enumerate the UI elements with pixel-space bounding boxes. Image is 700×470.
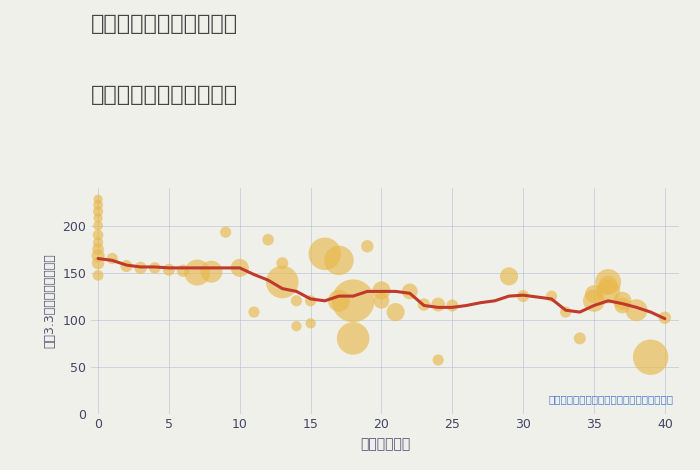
Point: [589, 290, 600, 298]
Point: [178, 267, 189, 274]
Point: [503, 273, 514, 280]
Point: [517, 292, 528, 300]
Point: [92, 222, 104, 229]
Point: [92, 201, 104, 209]
Point: [305, 297, 316, 305]
Point: [589, 297, 600, 305]
Point: [376, 297, 387, 305]
Point: [92, 259, 104, 267]
Point: [262, 236, 274, 243]
Point: [92, 214, 104, 222]
Point: [121, 262, 132, 270]
Point: [560, 308, 571, 316]
Point: [433, 301, 444, 308]
Point: [617, 302, 628, 309]
Point: [376, 287, 387, 294]
Point: [574, 335, 585, 342]
Point: [617, 297, 628, 305]
Point: [92, 231, 104, 239]
Point: [390, 308, 401, 316]
Point: [305, 320, 316, 327]
Text: 兵庫県西宮市上甲東園の: 兵庫県西宮市上甲東園の: [91, 14, 238, 34]
Point: [419, 301, 430, 308]
Point: [206, 268, 217, 275]
Point: [92, 252, 104, 259]
Point: [362, 243, 373, 250]
Point: [276, 278, 288, 286]
Point: [333, 297, 344, 305]
Text: 円の大きさは、取引のあった物件面積を示す: 円の大きさは、取引のあった物件面積を示す: [548, 395, 673, 405]
Point: [248, 308, 260, 316]
Point: [135, 264, 146, 272]
Point: [92, 239, 104, 246]
Point: [92, 196, 104, 203]
Point: [163, 266, 174, 274]
Point: [92, 208, 104, 215]
Point: [220, 228, 231, 236]
Point: [433, 356, 444, 364]
Point: [603, 288, 614, 295]
Point: [645, 353, 657, 361]
Point: [404, 288, 415, 295]
Point: [603, 278, 614, 286]
Point: [290, 322, 302, 330]
Point: [447, 302, 458, 309]
Point: [192, 269, 203, 276]
Point: [149, 264, 160, 272]
Point: [347, 297, 358, 305]
Point: [333, 257, 344, 264]
Point: [603, 281, 614, 289]
Point: [290, 297, 302, 305]
Y-axis label: 坪（3.3㎡）単価（万円）: 坪（3.3㎡）単価（万円）: [43, 253, 57, 348]
Point: [106, 255, 118, 262]
Text: 築年数別中古戸建て価格: 築年数別中古戸建て価格: [91, 85, 238, 105]
Point: [92, 245, 104, 253]
Point: [631, 306, 642, 314]
Point: [92, 272, 104, 279]
Point: [319, 250, 330, 258]
X-axis label: 築年数（年）: 築年数（年）: [360, 437, 410, 451]
Point: [347, 335, 358, 342]
Point: [659, 314, 671, 321]
Point: [276, 259, 288, 267]
Point: [546, 292, 557, 300]
Point: [234, 264, 246, 272]
